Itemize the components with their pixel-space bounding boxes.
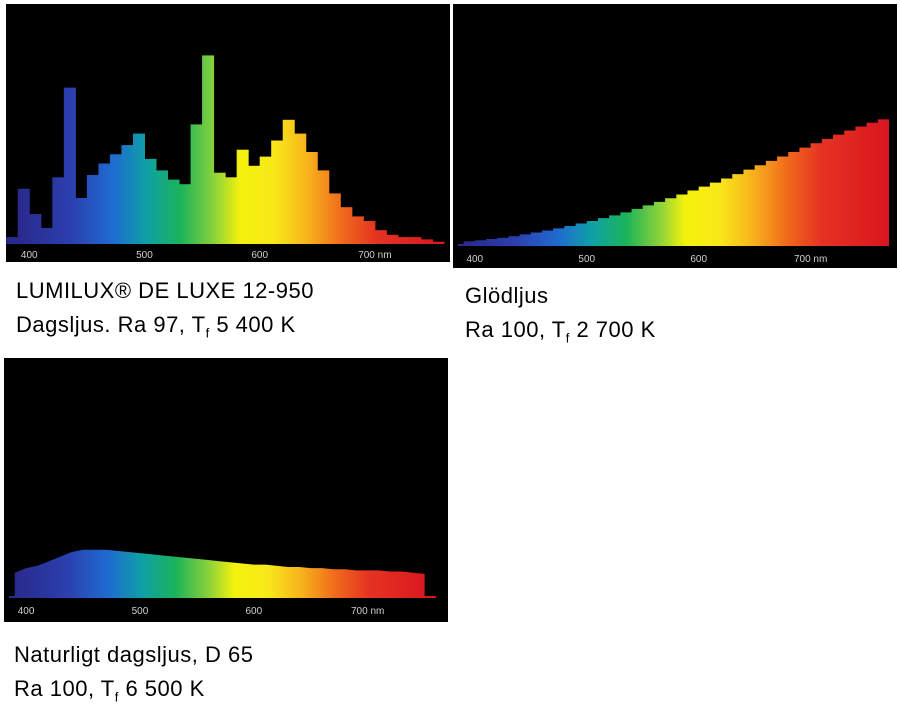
caption-lumilux: LUMILUX® DE LUXE 12-950 Dagsljus. Ra 97,… [16, 274, 314, 350]
spectrum-chart-glodljus: 400 500 600 700 nm [453, 4, 897, 268]
spectrum-bar [40, 227, 53, 244]
temperature-subscript: f [114, 689, 119, 705]
spectrum-bar [167, 179, 180, 244]
x-tick-label: 400 [21, 250, 38, 261]
spectrum-bar [271, 140, 284, 244]
spectrum-bar [248, 165, 261, 244]
spectrum-bar [6, 237, 19, 244]
caption-details: Dagsljus. Ra 97, Tf 5 400 K [16, 312, 296, 341]
spectrum-bar [190, 124, 203, 244]
spectrum-bar [397, 237, 410, 244]
caption-title: LUMILUX® DE LUXE 12-950 [16, 278, 314, 303]
spectrum-bar [98, 163, 111, 244]
spectrum-bar [363, 221, 376, 244]
x-tick-label: 600 [245, 606, 262, 617]
x-tick-label: 700 nm [351, 606, 384, 617]
spectrum-bar [179, 184, 192, 244]
caption-details: Ra 100, Tf 6 500 K [14, 676, 205, 705]
spectrum-bar [409, 237, 422, 244]
spectrum-bar [29, 214, 42, 244]
spectrum-chart-lumilux: 400 500 600 700 nm [6, 4, 450, 262]
spectrum-bar [374, 230, 387, 244]
spectrum-bar [305, 152, 318, 244]
spectrum-bar [202, 55, 215, 245]
spectrum-bar [144, 158, 157, 244]
spectrum-bar [109, 154, 122, 244]
spectrum-bar [236, 149, 249, 244]
spectrum-bar [63, 87, 76, 244]
x-tick-label: 400 [466, 254, 483, 265]
spectrum-bar [259, 156, 272, 244]
x-tick-label: 700 nm [358, 250, 391, 261]
spectrum-bar [282, 119, 295, 244]
spectrum-bar [351, 216, 364, 244]
spectrum-area [14, 549, 425, 598]
spectrum-svg-1: 400 500 600 700 nm [6, 55, 445, 261]
caption-glodljus: Glödljus Ra 100, Tf 2 700 K [465, 279, 656, 355]
spectrum-bar [420, 239, 433, 244]
x-tick-label: 500 [132, 606, 149, 617]
spectrum-bar [294, 133, 307, 244]
spectrum-area [463, 116, 889, 246]
x-tick-label: 500 [136, 250, 153, 261]
spectrum-bar [340, 207, 353, 244]
caption-title: Glödljus [465, 283, 549, 308]
caption-d65: Naturligt dagsljus, D 65 Ra 100, Tf 6 50… [14, 638, 253, 714]
caption-title: Naturligt dagsljus, D 65 [14, 642, 254, 667]
caption-details: Ra 100, Tf 2 700 K [465, 317, 656, 346]
spectrum-bar [17, 188, 30, 244]
spectrum-bar [432, 241, 445, 244]
spectrum-bar [75, 198, 88, 244]
x-tick-label: 400 [18, 606, 35, 617]
spectrum-bar [317, 170, 330, 244]
spectrum-bar [225, 177, 238, 244]
temperature-subscript: f [565, 330, 570, 346]
spectrum-svg-2: 400 500 600 700 nm [458, 116, 889, 265]
spectrum-bar [52, 177, 65, 244]
spectrum-bar [213, 172, 226, 244]
spectrum-bar [132, 133, 145, 244]
spectrum-svg-3: 400 500 600 700 nm [9, 549, 436, 617]
x-tick-label: 700 nm [794, 254, 827, 265]
spectrum-chart-d65: 400 500 600 700 nm [4, 358, 448, 622]
spectrum-bar [156, 170, 169, 244]
x-tick-label: 500 [578, 254, 595, 265]
x-tick-label: 600 [690, 254, 707, 265]
spectrum-bar [386, 234, 399, 244]
spectrum-bar [328, 193, 341, 244]
spectrum-bar [86, 175, 99, 244]
temperature-subscript: f [205, 325, 210, 341]
x-tick-label: 600 [251, 250, 268, 261]
spectrum-bar [121, 145, 134, 244]
